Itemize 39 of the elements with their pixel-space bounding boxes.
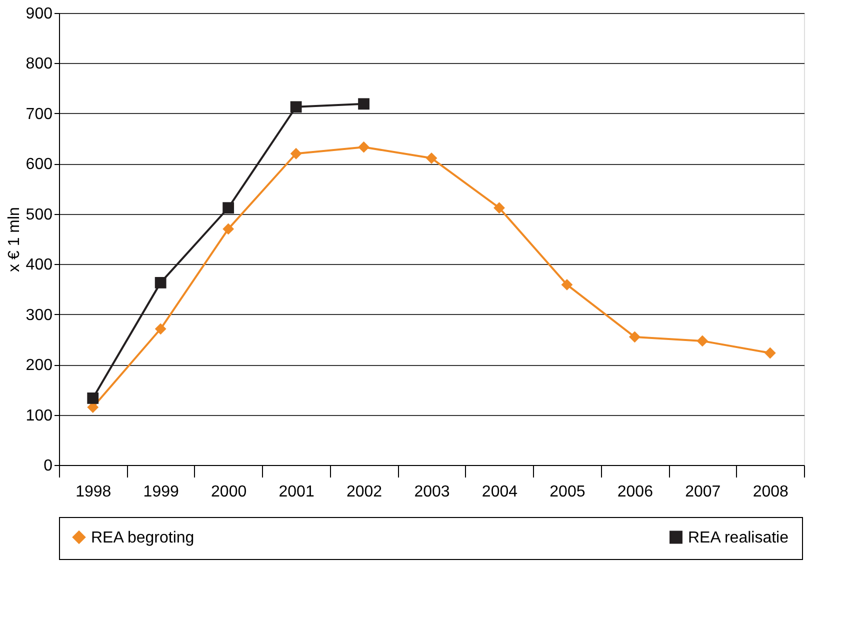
y-tick-label: 800 (26, 56, 53, 73)
y-tick-label: 500 (26, 206, 53, 224)
point (628, 331, 640, 343)
x-tick-label: 1998 (76, 484, 112, 500)
point (154, 323, 166, 335)
x-tick-label: 2004 (482, 484, 518, 500)
x-tick-label: 2003 (414, 484, 450, 500)
y-tick-label: 600 (26, 156, 53, 174)
y-tick-label: 0 (44, 458, 53, 474)
point (426, 152, 438, 164)
point (290, 148, 302, 160)
legend-label: REA begroting (91, 529, 194, 546)
point (764, 347, 776, 359)
point (358, 141, 370, 153)
y-tick-label: 700 (26, 106, 53, 123)
y-tick-label: 400 (26, 256, 53, 274)
y-tick-label: 100 (26, 407, 53, 424)
point (290, 101, 302, 113)
y-tick-label: 200 (26, 357, 53, 374)
y-tick-label: 300 (26, 306, 53, 324)
x-tick-label: 2005 (550, 484, 586, 500)
y-axis-title: x € 1 mln (6, 207, 23, 272)
x-tick-label: 1999 (143, 484, 179, 500)
x-tick-label: 2006 (617, 484, 654, 500)
x-tick-label: 2007 (685, 484, 721, 500)
point (696, 335, 708, 347)
point (358, 98, 370, 110)
x-tick-label: 2001 (278, 484, 314, 500)
point (87, 392, 99, 404)
point (222, 202, 234, 214)
x-tick-label: 2008 (752, 484, 789, 500)
point (154, 276, 166, 288)
y-tick-label: 900 (26, 6, 53, 22)
x-tick-label: 2000 (211, 484, 247, 500)
point (561, 279, 573, 290)
legend-label: REA realisatie (688, 529, 789, 546)
point (494, 202, 505, 214)
point (222, 223, 234, 235)
x-tick-label: 2002 (346, 484, 382, 500)
